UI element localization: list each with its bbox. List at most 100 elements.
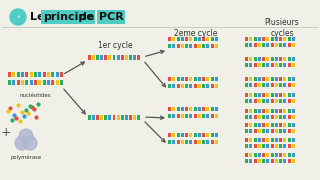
Bar (198, 77, 201, 81)
Bar (215, 140, 218, 144)
Bar (266, 99, 269, 103)
Bar (245, 43, 248, 47)
Bar (202, 84, 205, 88)
Bar (275, 63, 278, 67)
Bar (211, 84, 214, 88)
Bar (284, 57, 286, 61)
Bar (108, 115, 111, 120)
Bar (288, 138, 291, 142)
Bar (262, 63, 265, 67)
Bar (275, 115, 278, 119)
Bar (292, 138, 295, 142)
Bar (198, 140, 201, 144)
Bar (288, 57, 291, 61)
Bar (284, 109, 286, 113)
Bar (117, 115, 120, 120)
Bar (279, 99, 282, 103)
Bar (249, 57, 252, 61)
Bar (253, 77, 257, 81)
Bar (271, 99, 274, 103)
Bar (211, 77, 214, 81)
Bar (253, 129, 257, 133)
Bar (266, 109, 269, 113)
Bar (279, 83, 282, 87)
Bar (262, 77, 265, 81)
Bar (249, 77, 252, 81)
Bar (202, 114, 205, 118)
Bar (168, 114, 171, 118)
Bar (129, 115, 132, 120)
Bar (258, 37, 261, 41)
Bar (194, 107, 197, 111)
Bar (292, 123, 295, 127)
Bar (279, 77, 282, 81)
Bar (88, 115, 91, 120)
Bar (177, 107, 180, 111)
Bar (284, 63, 286, 67)
Bar (88, 55, 91, 60)
Bar (211, 37, 214, 41)
Bar (292, 83, 295, 87)
Bar (279, 138, 282, 142)
Bar (288, 37, 291, 41)
Bar (249, 123, 252, 127)
Bar (60, 80, 63, 85)
Bar (30, 80, 33, 85)
Bar (253, 109, 257, 113)
Bar (249, 37, 252, 41)
Bar (215, 77, 218, 81)
Bar (185, 114, 188, 118)
Bar (172, 84, 175, 88)
Bar (292, 129, 295, 133)
Bar (47, 80, 50, 85)
Bar (245, 129, 248, 133)
Bar (249, 63, 252, 67)
Bar (262, 144, 265, 148)
Bar (288, 115, 291, 119)
Bar (206, 37, 210, 41)
Bar (133, 115, 136, 120)
Bar (275, 57, 278, 61)
Bar (60, 72, 63, 77)
Bar (185, 37, 188, 41)
Bar (245, 93, 248, 97)
Bar (292, 153, 295, 157)
Bar (271, 37, 274, 41)
Circle shape (15, 136, 29, 150)
Bar (271, 43, 274, 47)
Bar (266, 159, 269, 163)
Bar (137, 115, 140, 120)
Bar (271, 153, 274, 157)
Bar (279, 37, 282, 41)
Bar (288, 77, 291, 81)
Bar (288, 99, 291, 103)
Bar (288, 63, 291, 67)
Bar (168, 77, 171, 81)
Bar (211, 107, 214, 111)
Bar (8, 80, 11, 85)
Bar (253, 123, 257, 127)
Bar (189, 77, 192, 81)
Bar (253, 93, 257, 97)
Bar (56, 80, 59, 85)
Bar (284, 159, 286, 163)
Text: Le: Le (30, 12, 48, 22)
Bar (275, 93, 278, 97)
Text: de la: de la (75, 12, 113, 22)
Bar (245, 37, 248, 41)
Bar (133, 55, 136, 60)
Bar (279, 153, 282, 157)
Bar (198, 114, 201, 118)
Bar (181, 114, 184, 118)
Bar (181, 140, 184, 144)
Bar (279, 43, 282, 47)
Circle shape (23, 136, 37, 150)
Bar (284, 99, 286, 103)
Bar (292, 63, 295, 67)
Bar (245, 144, 248, 148)
Text: nucléotides: nucléotides (19, 93, 51, 98)
Bar (249, 43, 252, 47)
Bar (258, 115, 261, 119)
Bar (96, 55, 99, 60)
Bar (284, 123, 286, 127)
